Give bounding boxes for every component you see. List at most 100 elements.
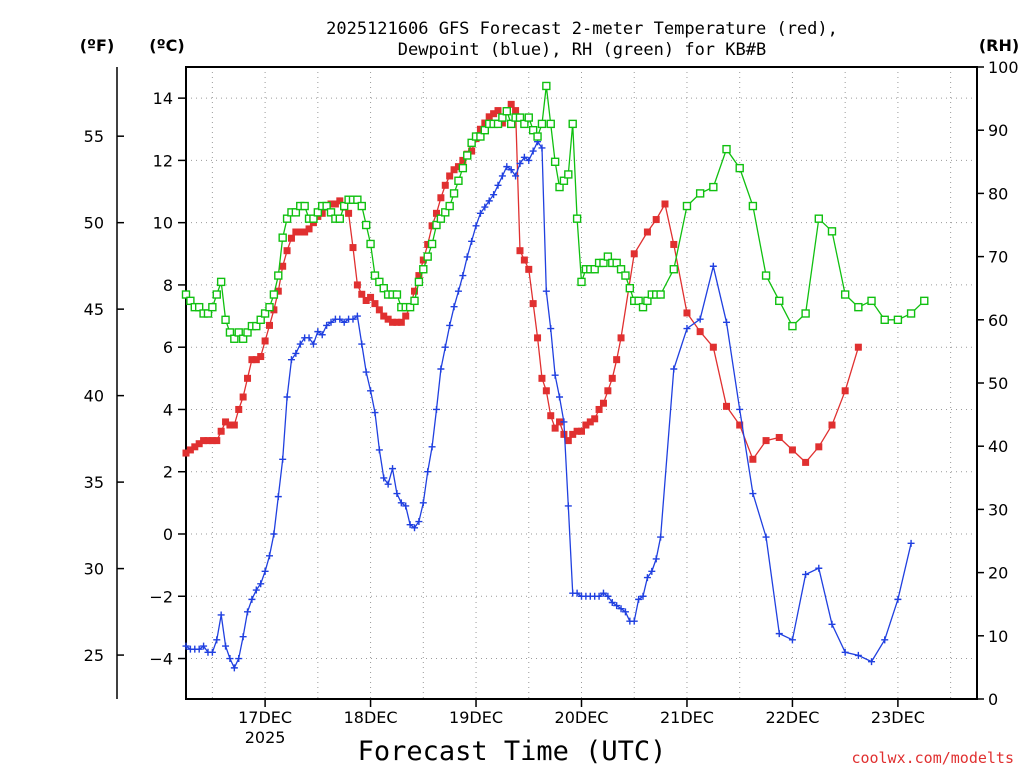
2-meter-temperature-point (252, 356, 260, 364)
2-meter-temperature-point (481, 119, 489, 127)
dewpoint-point (652, 555, 660, 563)
dewpoint-point (384, 480, 392, 488)
dewpoint-point (261, 567, 269, 575)
2-meter-temperature-point (643, 228, 651, 236)
rh-point (366, 239, 375, 249)
rh-point (427, 239, 437, 249)
fahrenheit-tick-label: 55 (84, 127, 104, 146)
2-meter-temperature-point (788, 446, 796, 454)
dewpoint-point (841, 648, 849, 656)
2-meter-temperature-point (604, 387, 612, 395)
dewpoint-point (406, 521, 414, 529)
2-meter-temperature-point (591, 415, 599, 423)
dewpoint-point (599, 589, 607, 597)
dewpoint-point (292, 349, 300, 357)
fahrenheit-tick-label: 30 (84, 560, 104, 579)
rh-point (441, 208, 450, 217)
rh-point (370, 271, 380, 280)
rh-point (867, 296, 876, 306)
dewpoint-point (709, 262, 717, 270)
x-tick-label: 19DEC (449, 708, 503, 727)
dewpoint-point (762, 533, 770, 541)
dewpoint-point (547, 325, 555, 333)
rh-point (300, 201, 309, 211)
dewpoint-point (481, 203, 489, 211)
rh-point (225, 328, 235, 337)
fahrenheit-tick-label: 25 (84, 646, 104, 665)
rh-point (476, 132, 485, 141)
dewpoint-point (323, 321, 331, 329)
dewpoint-point (371, 409, 379, 417)
dewpoint-point (564, 502, 572, 510)
rh-point (392, 290, 402, 299)
dewpoint-line (185, 140, 912, 670)
rh-point (542, 81, 551, 91)
dewpoint-point (490, 191, 498, 199)
rh-point (612, 258, 621, 268)
2-meter-temperature-point (411, 287, 419, 295)
rh-point (621, 271, 630, 280)
rh-point (533, 132, 542, 141)
dewpoint-point (670, 365, 678, 373)
dewpoint-point (287, 356, 295, 364)
2-meter-temperature-point (213, 437, 221, 445)
dewpoint-point (265, 552, 273, 560)
dewpoint-point (389, 465, 397, 473)
celsius-tick-label: 14 (153, 89, 173, 108)
2-meter-temperature-point (749, 455, 757, 463)
dewpoint-point (551, 371, 559, 379)
axis-ticks-and-labels: −4 −2 0 2 4 6 8 10 12 14 25 30 35 40 45 50 55 0 10 20 30 40 50… (84, 58, 1019, 747)
rh-point (634, 296, 643, 306)
dewpoint-point (283, 393, 291, 401)
dewpoint-point (362, 368, 370, 376)
rh-point (194, 302, 204, 312)
2-meter-temperature-point (389, 318, 397, 326)
rh-point (722, 144, 731, 154)
rh-point (920, 296, 929, 306)
rh-point (625, 284, 635, 293)
rh-point (454, 176, 463, 185)
celsius-tick-label: −2 (149, 587, 173, 606)
2-meter-temperature-point (538, 374, 546, 382)
2-meter-temperature-point (424, 240, 432, 248)
2-meter-temperature-point (279, 262, 287, 270)
2-meter-temperature-point (542, 387, 550, 395)
2-meter-temperature-point (257, 353, 265, 361)
rh-point (682, 201, 692, 211)
dewpoint-point (736, 405, 744, 413)
celsius-tick-label: 2 (163, 463, 173, 482)
2-meter-temperature-point (498, 119, 506, 127)
2-meter-temperature-point (397, 318, 405, 326)
2-meter-temperature-point (775, 433, 783, 441)
2-meter-temperature-point (802, 458, 810, 466)
rh-point (414, 277, 424, 287)
dewpoint-point (630, 617, 638, 625)
dewpoint-point (608, 598, 616, 606)
2-meter-temperature-point (683, 309, 691, 317)
rh-point (555, 182, 564, 192)
dewpoint-point (367, 387, 375, 395)
dewpoint-point (459, 272, 467, 280)
2-meter-temperature-point (402, 312, 410, 320)
dewpoint-point (257, 580, 265, 588)
2-meter-temperature-point (762, 437, 770, 445)
2-meter-temperature-point (723, 402, 731, 410)
2-meter-temperature-point (512, 107, 520, 115)
rh-point (761, 271, 771, 280)
2-meter-temperature-point (454, 163, 462, 171)
rh-point (326, 208, 336, 217)
rh-point (546, 119, 555, 129)
rh-point (788, 321, 797, 331)
dewpoint-point (314, 328, 322, 336)
2-meter-temperature-point (841, 387, 849, 395)
rh-point (577, 277, 586, 287)
dewpoint-point (318, 331, 326, 339)
rh-point (269, 290, 279, 299)
rh-point (445, 201, 454, 211)
dewpoint-point (802, 570, 810, 578)
rh-point (528, 125, 538, 135)
rh-point (410, 296, 419, 306)
source-credit: coolwx.com/modelts (851, 749, 1014, 767)
dewpoint-point (520, 153, 528, 161)
dewpoint-point (353, 312, 361, 320)
